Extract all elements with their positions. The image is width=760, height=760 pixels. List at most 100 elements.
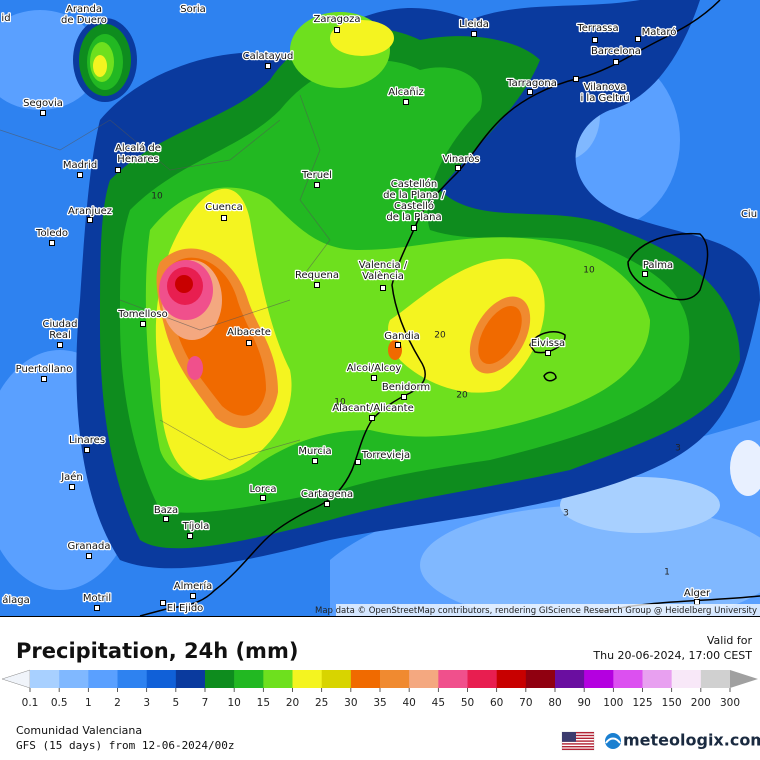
- city-label: València: [362, 270, 404, 282]
- city-label: Alcañiz: [388, 87, 424, 98]
- legend-label: 3: [143, 697, 150, 709]
- title: Precipitation, 24h (mm): [16, 639, 298, 663]
- city-dot: [324, 501, 330, 507]
- legend-label: 10: [227, 697, 240, 709]
- city-label: Aranjuez: [68, 206, 112, 217]
- city-dot: [86, 553, 92, 559]
- logo[interactable]: meteologix.com: [605, 731, 760, 750]
- city-label: Benidorm: [382, 382, 430, 393]
- city-label: Palma: [643, 260, 673, 271]
- legend-under: [1, 669, 31, 689]
- legend-label: 50: [461, 697, 474, 709]
- city-label: de la Plana /: [383, 190, 445, 201]
- city-dot: [455, 165, 461, 171]
- city-dot: [160, 600, 166, 606]
- legend-swatch: [117, 670, 147, 688]
- legend: 0.1 0.5 1 2 3 5 7 10 15 20 25 30 35 40 45 50 60 70 80 90 100…: [1, 669, 758, 709]
- legend-label: 45: [432, 697, 445, 709]
- contour-label: 20: [434, 331, 446, 341]
- city-dot: [87, 217, 93, 223]
- city-dot: [545, 350, 551, 356]
- city-dot: [314, 182, 320, 188]
- city-dot: [369, 415, 375, 421]
- legend-swatch: [205, 670, 235, 688]
- legend-over: [730, 670, 758, 688]
- legend-label: 90: [577, 697, 590, 709]
- city-label: Tíjola: [182, 520, 210, 532]
- city-dot: [395, 342, 401, 348]
- city-label: de Duero: [61, 15, 107, 26]
- logo-text[interactable]: meteologix.com: [623, 731, 760, 750]
- legend-label: 0.5: [51, 697, 68, 709]
- city-label: Teruel: [301, 170, 332, 181]
- city-dot: [84, 447, 90, 453]
- legend-label: 0.1: [22, 697, 39, 709]
- city-dot: [403, 99, 409, 105]
- city-dot: [334, 27, 340, 33]
- city-dot: [312, 458, 318, 464]
- legend-label: 100: [603, 697, 623, 709]
- legend-swatch: [555, 670, 585, 688]
- city-dot: [642, 271, 648, 277]
- city-label: id: [1, 13, 10, 24]
- flag[interactable]: [561, 731, 595, 751]
- legend-label: 80: [548, 697, 561, 709]
- legend-label: 40: [402, 697, 415, 709]
- valid-label: Valid for: [707, 634, 753, 647]
- legend-label: 60: [490, 697, 503, 709]
- city-label: Vilanova: [584, 82, 627, 93]
- contour-label: 10: [583, 266, 595, 276]
- city-label: Ciu: [741, 209, 757, 220]
- city-label: Baza: [154, 505, 178, 516]
- city-label: Linares: [69, 435, 105, 446]
- city-dot: [265, 63, 271, 69]
- legend-swatch: [263, 670, 293, 688]
- city-label: Almería: [174, 580, 213, 592]
- legend-label: 35: [373, 697, 386, 709]
- city-dot: [187, 533, 193, 539]
- city-label: Aranda: [66, 4, 102, 15]
- city-label: Mataró: [642, 26, 677, 38]
- model-run: GFS (15 days) from 12-06-2024/00z: [16, 739, 235, 752]
- city-dot: [471, 31, 477, 37]
- city-label: Vinaròs: [442, 153, 479, 165]
- city-label: Henares: [117, 154, 158, 165]
- city-label: Soria: [180, 4, 205, 15]
- city-dot: [694, 599, 700, 605]
- legend-label: 30: [344, 697, 357, 709]
- city-dot: [527, 89, 533, 95]
- city-label: Alger: [684, 588, 711, 599]
- attribution: Map data © OpenStreetMap contributors, r…: [315, 606, 757, 616]
- legend-swatch: [234, 670, 264, 688]
- city-label: Alacant/Alicante: [332, 403, 413, 414]
- city-dot: [40, 110, 46, 116]
- city-dot: [246, 340, 252, 346]
- city-label: Valencia /: [359, 260, 408, 271]
- legend-label: 15: [257, 697, 270, 709]
- legend-label: 200: [691, 697, 711, 709]
- city-label: Gandia: [384, 331, 419, 342]
- legend-swatch: [613, 670, 643, 688]
- city-label: Torrevieja: [361, 450, 410, 461]
- legend-swatch: [321, 670, 352, 688]
- legend-swatch: [584, 670, 614, 688]
- contour-label: 1: [664, 568, 670, 578]
- contour-label: 3: [675, 444, 681, 454]
- city-label: Albacete: [227, 327, 271, 338]
- legend-swatch: [350, 670, 381, 688]
- city-label: Terrassa: [576, 23, 618, 34]
- city-dot: [163, 516, 169, 522]
- legend-label: 70: [519, 697, 532, 709]
- city-label: Granada: [68, 541, 111, 552]
- city-dot: [77, 172, 83, 178]
- legend-label: 150: [662, 697, 682, 709]
- contour-label: 10: [151, 192, 163, 202]
- city-dot: [401, 394, 407, 400]
- city-label: Puertollano: [16, 364, 73, 375]
- city-label: Barcelona: [591, 46, 641, 57]
- city-dot: [314, 282, 320, 288]
- city-label: Murcia: [298, 446, 331, 457]
- contour-label: 10: [334, 398, 346, 408]
- city-dot: [260, 495, 266, 501]
